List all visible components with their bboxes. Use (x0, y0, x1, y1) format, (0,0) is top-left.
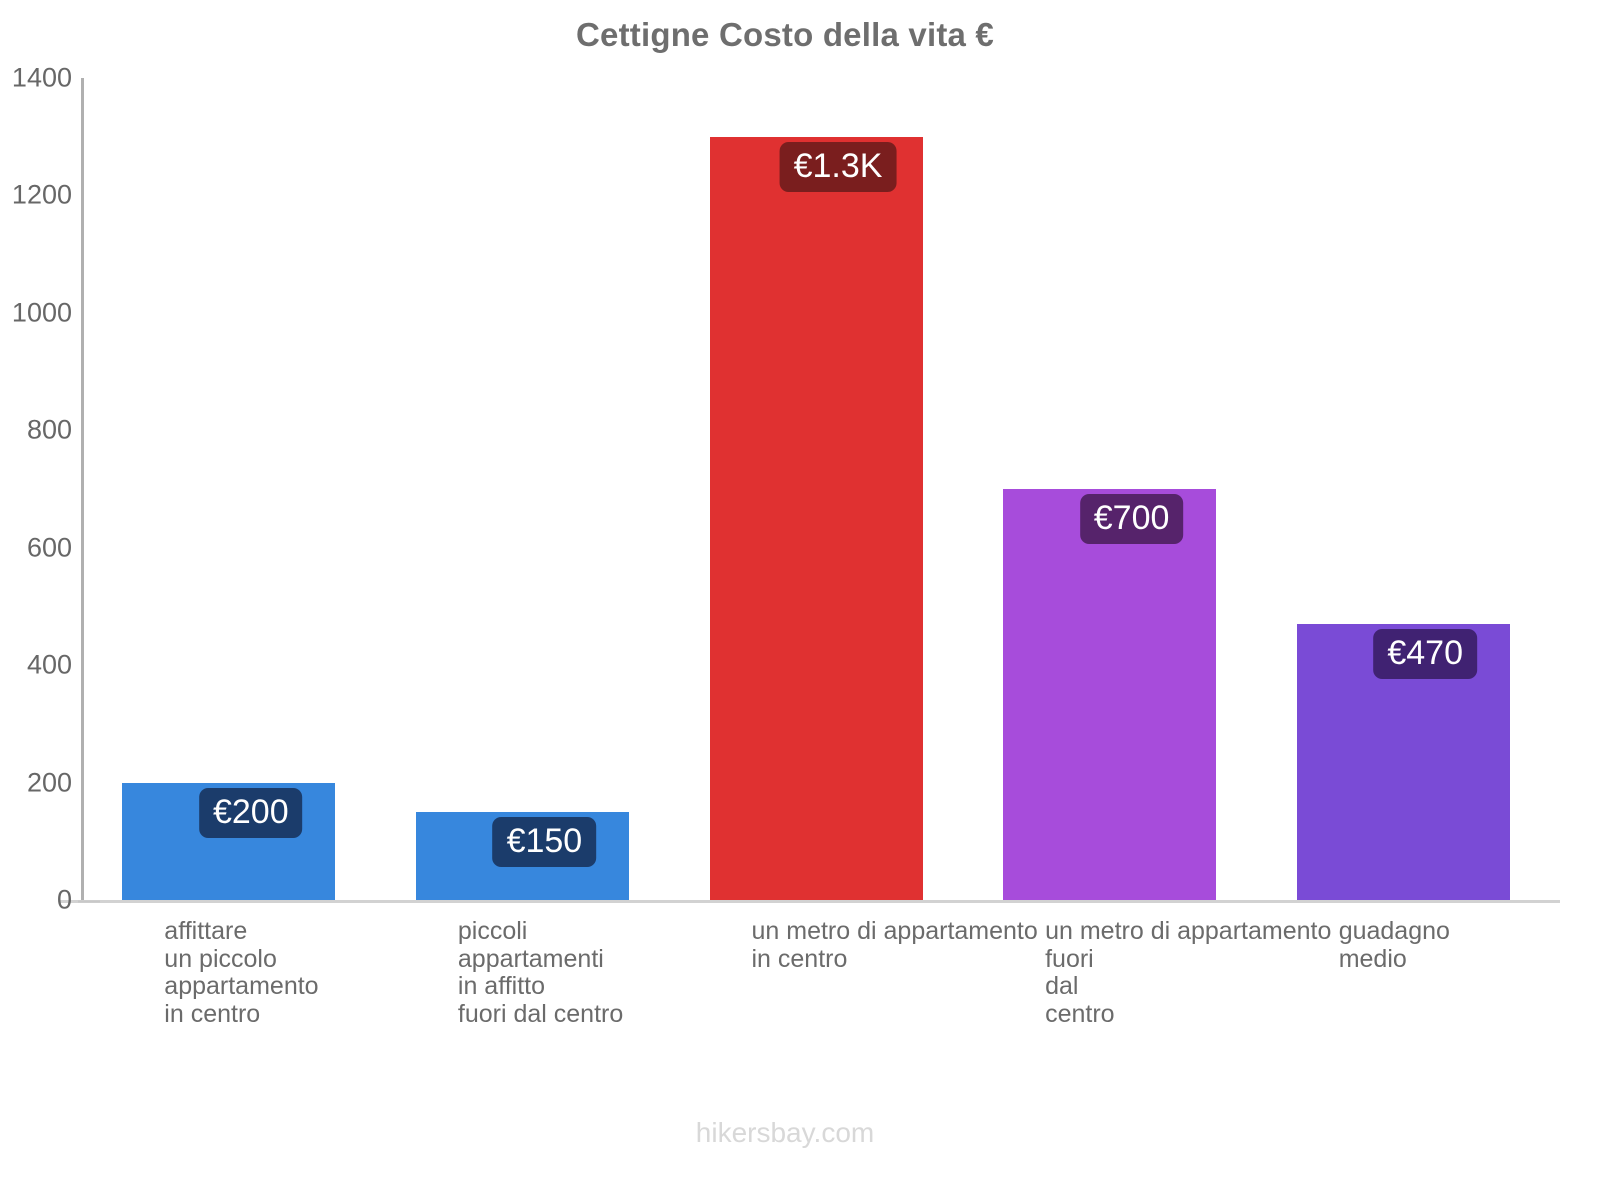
bar-2[interactable] (709, 136, 923, 900)
y-axis-tick-800: 800 (26, 414, 72, 445)
y-axis-tick-600: 600 (26, 532, 72, 563)
x-axis-label-line: affittare (164, 917, 248, 945)
x-axis-label-line: fuori dal centro (457, 999, 624, 1028)
footer-credit: hikersbay.com (695, 1117, 875, 1148)
bar-value-label-1: €150 (492, 816, 597, 867)
x-axis-label-0: affittare un piccolo appartamento in centro (164, 917, 319, 1028)
x-axis-label-line: in affitto (457, 972, 545, 1000)
x-axis-label-4: guadagno medio (1338, 917, 1450, 973)
x-axis-label-line: fuori (1045, 944, 1094, 973)
x-axis-label-line: un metro di appartamento (1045, 917, 1332, 945)
x-axis-label-3: un metro di appartamento fuori dal centro (1045, 917, 1332, 1028)
x-axis-label-line: centro (1045, 999, 1115, 1028)
bar-3[interactable] (1003, 489, 1217, 900)
bar-value-label-0: €200 (198, 787, 303, 838)
x-axis-baseline (60, 900, 1560, 903)
y-axis-tick-1000: 1000 (11, 297, 72, 328)
page-title: Cettigne Costo della vita € (576, 16, 994, 53)
x-axis-label-line: appartamenti (457, 944, 604, 973)
bar-value-label-2: €1.3K (779, 141, 897, 192)
y-axis-spine (81, 78, 84, 902)
y-axis-tick-1400: 1400 (11, 62, 72, 93)
x-axis-label-1: piccoli appartamenti in affitto fuori dal c… (457, 917, 624, 1028)
y-axis-tick-1200: 1200 (11, 179, 72, 210)
x-axis-label-line: un piccolo (164, 944, 277, 973)
x-axis-label-2: un metro di appartamento in centro (751, 917, 1038, 973)
y-axis-tick-200: 200 (26, 767, 72, 798)
x-axis-label-line: appartamento (164, 972, 319, 1000)
x-axis-label-line: un metro di appartamento (751, 917, 1038, 945)
plot-area (82, 78, 1550, 900)
x-axis-label-line: guadagno (1338, 917, 1450, 945)
bar-value-label-4: €470 (1373, 629, 1478, 680)
y-axis-tick-400: 400 (26, 649, 72, 680)
x-axis-label-line: in centro (164, 999, 261, 1028)
x-axis-label-line: medio (1338, 944, 1407, 973)
bar-value-label-3: €700 (1079, 494, 1184, 544)
x-axis-label-line: in centro (751, 944, 848, 973)
x-axis-label-line: dal (1045, 972, 1079, 1000)
x-axis-label-line: piccoli (457, 917, 528, 945)
